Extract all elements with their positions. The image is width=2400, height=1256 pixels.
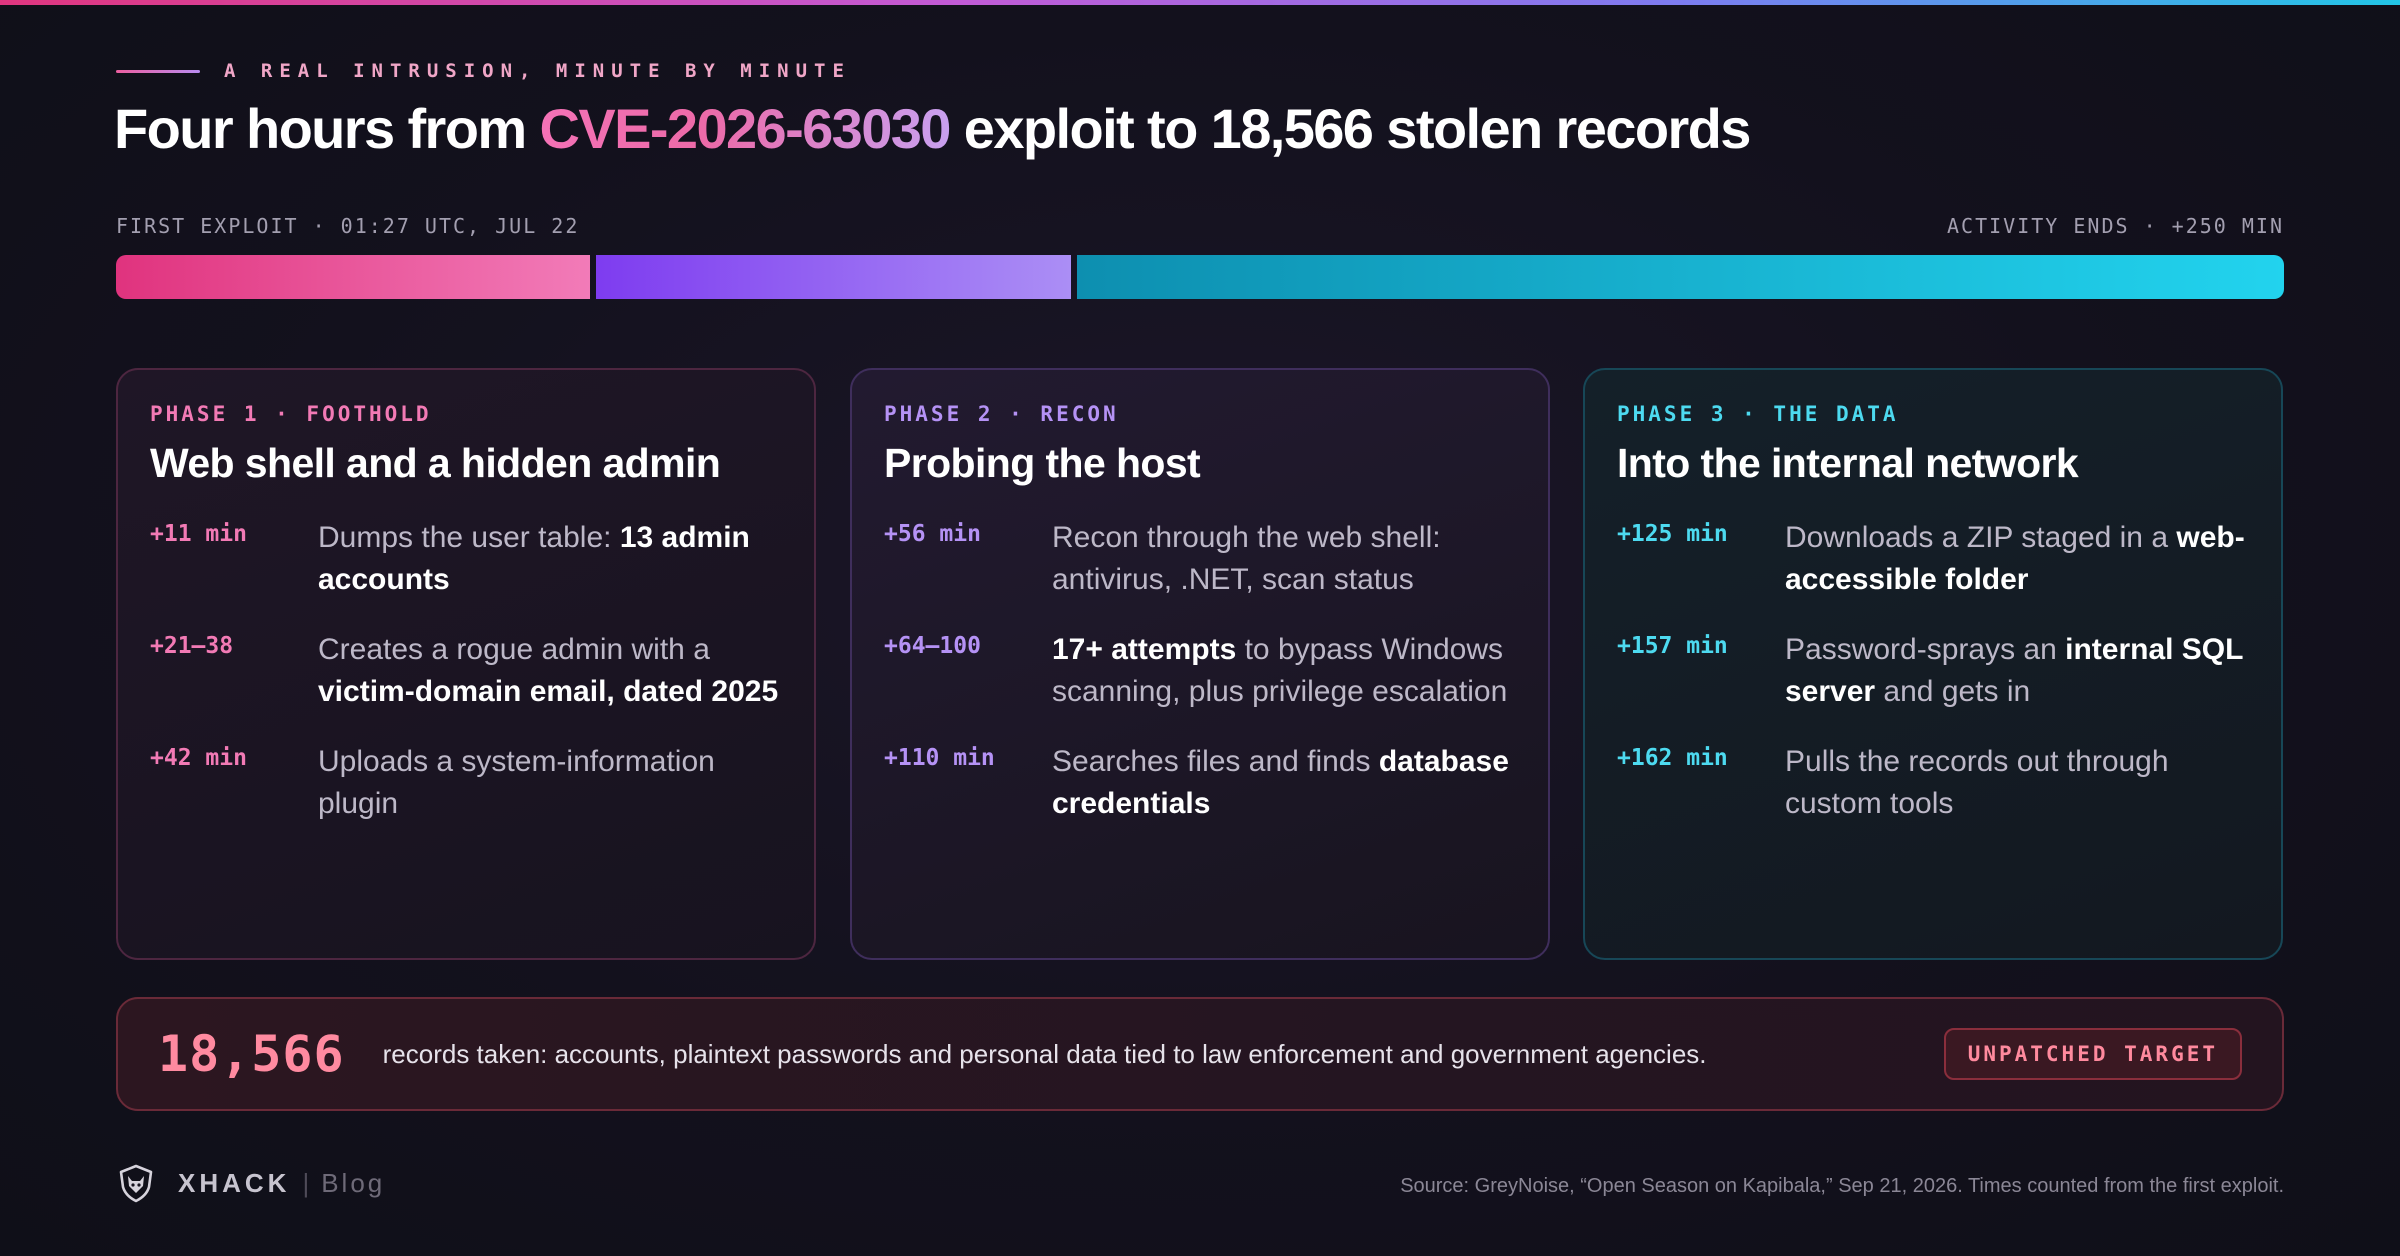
event-item: +21–38 Creates a rogue admin with a vict… xyxy=(150,629,782,713)
eyebrow-text: A REAL INTRUSION, MINUTE BY MINUTE xyxy=(224,60,851,82)
fox-shield-icon xyxy=(116,1163,156,1203)
event-item: +56 min Recon through the web shell: ant… xyxy=(884,517,1516,601)
event-item: +157 min Password-sprays an internal SQL… xyxy=(1617,629,2249,713)
eyebrow-dash xyxy=(116,69,200,73)
timeline-start-label: FIRST EXPLOIT · 01:27 UTC, JUL 22 xyxy=(116,214,580,238)
phase-card-2: PHASE 2 · RECON Probing the host +56 min… xyxy=(850,368,1550,960)
event-list: +125 min Downloads a ZIP staged in a web… xyxy=(1617,517,2249,825)
headline-cve: CVE-2026-63030 xyxy=(539,97,952,160)
event-time: +162 min xyxy=(1617,745,1728,771)
timeline-bar xyxy=(116,255,2284,299)
page-title: Four hours from CVE-2026-63030 exploit t… xyxy=(114,96,1752,161)
event-description: 17+ attempts to bypass Windows scanning,… xyxy=(1052,633,1508,708)
phase-label: PHASE 3 · THE DATA xyxy=(1617,402,1899,426)
event-description: Creates a rogue admin with a victim-doma… xyxy=(318,633,779,708)
timeline-end-label: ACTIVITY ENDS · +250 MIN xyxy=(1947,214,2284,238)
phase-title: Web shell and a hidden admin xyxy=(150,440,721,486)
event-time: +42 min xyxy=(150,745,247,771)
phase-label: PHASE 2 · RECON xyxy=(884,402,1119,426)
timeline-segment-phase-2 xyxy=(596,255,1071,299)
event-time: +64–100 xyxy=(884,633,981,659)
status-badge: UNPATCHED TARGET xyxy=(1943,1028,2242,1080)
event-item: +64–100 17+ attempts to bypass Windows s… xyxy=(884,629,1516,713)
event-description: Password-sprays an internal SQL server a… xyxy=(1785,633,2243,708)
event-list: +11 min Dumps the user table: 13 admin a… xyxy=(150,517,782,825)
event-time: +11 min xyxy=(150,521,247,547)
event-description: Searches files and finds database creden… xyxy=(1052,745,1509,820)
phase-card-3: PHASE 3 · THE DATA Into the internal net… xyxy=(1583,368,2283,960)
event-item: +11 min Dumps the user table: 13 admin a… xyxy=(150,517,782,601)
section-name: Blog xyxy=(321,1167,386,1198)
phase-title: Probing the host xyxy=(884,440,1201,486)
footer-brand[interactable]: XHACK | Blog xyxy=(116,1163,385,1203)
source-citation: Source: GreyNoise, “Open Season on Kapib… xyxy=(1400,1175,2284,1197)
records-description: records taken: accounts, plaintext passw… xyxy=(382,1038,1707,1069)
event-description: Downloads a ZIP staged in a web-accessib… xyxy=(1785,521,2245,596)
records-summary-banner: 18,566 records taken: accounts, plaintex… xyxy=(116,997,2284,1111)
event-list: +56 min Recon through the web shell: ant… xyxy=(884,517,1516,825)
event-time: +21–38 xyxy=(150,633,234,659)
headline-prefix: Four hours from xyxy=(114,97,540,160)
brand-name: XHACK xyxy=(178,1167,291,1198)
event-item: +42 min Uploads a system-information plu… xyxy=(150,741,782,825)
top-accent-line xyxy=(0,0,2400,5)
event-description: Recon through the web shell: antivirus, … xyxy=(1052,521,1441,596)
event-time: +125 min xyxy=(1617,521,1728,547)
headline-suffix: exploit to 18,566 stolen records xyxy=(949,97,1752,160)
eyebrow: A REAL INTRUSION, MINUTE BY MINUTE xyxy=(116,60,851,82)
event-item: +162 min Pulls the records out through c… xyxy=(1617,741,2249,825)
event-time: +157 min xyxy=(1617,633,1728,659)
event-item: +110 min Searches files and finds databa… xyxy=(884,741,1516,825)
records-count: 18,566 xyxy=(158,1025,345,1083)
event-time: +56 min xyxy=(884,521,981,547)
event-description: Pulls the records out through custom too… xyxy=(1785,745,2169,820)
phase-title: Into the internal network xyxy=(1617,440,2079,486)
phase-card-1: PHASE 1 · FOOTHOLD Web shell and a hidde… xyxy=(116,368,816,960)
event-item: +125 min Downloads a ZIP staged in a web… xyxy=(1617,517,2249,601)
event-description: Dumps the user table: 13 admin accounts xyxy=(318,521,750,596)
event-description: Uploads a system-information plugin xyxy=(318,745,715,820)
timeline-segment-phase-3 xyxy=(1077,255,2284,299)
timeline-segment-phase-1 xyxy=(116,255,590,299)
phase-label: PHASE 1 · FOOTHOLD xyxy=(150,402,432,426)
event-time: +110 min xyxy=(884,745,995,771)
brand-separator: | xyxy=(302,1167,310,1198)
